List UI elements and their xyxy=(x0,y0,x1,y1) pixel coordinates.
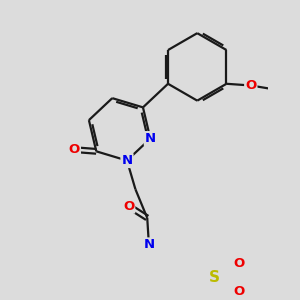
Text: N: N xyxy=(122,154,133,167)
Text: N: N xyxy=(143,238,155,251)
Text: O: O xyxy=(245,79,256,92)
Text: O: O xyxy=(69,143,80,156)
Text: O: O xyxy=(123,200,134,213)
Text: N: N xyxy=(145,132,156,145)
Text: O: O xyxy=(233,285,244,298)
Text: S: S xyxy=(209,270,220,285)
Text: O: O xyxy=(233,257,244,270)
